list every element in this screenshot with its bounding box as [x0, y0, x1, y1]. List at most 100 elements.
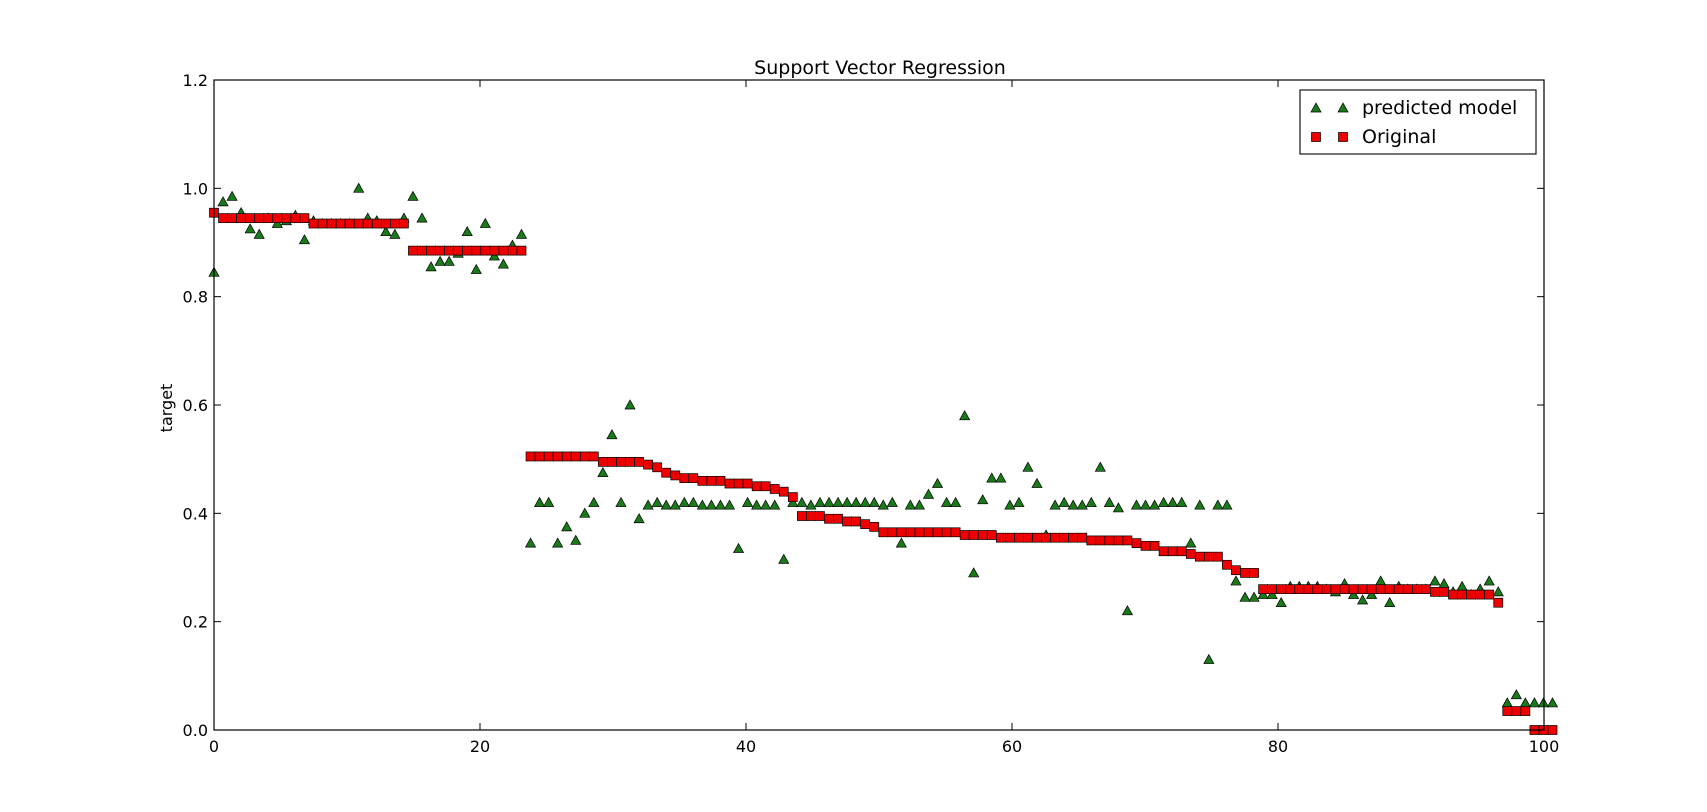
original-point: [905, 527, 916, 538]
original-point: [1402, 584, 1413, 595]
predicted-point: [859, 496, 871, 507]
predicted-point: [443, 255, 455, 266]
predicted-point: [1546, 697, 1559, 708]
original-point: [896, 527, 907, 538]
original-point: [1439, 587, 1449, 597]
predicted-point: [353, 182, 365, 193]
predicted-point: [1094, 461, 1106, 472]
original-point: [344, 218, 355, 229]
original-point: [1357, 584, 1368, 595]
predicted-point: [533, 496, 546, 507]
chart-title: Support Vector Regression: [754, 57, 1006, 79]
predicted-point: [913, 499, 926, 510]
predicted-point: [669, 499, 681, 510]
original-point: [218, 213, 228, 223]
x-tick-label: 20: [470, 737, 490, 756]
predicted-point: [1194, 499, 1206, 510]
predicted-point: [226, 190, 238, 201]
y-tick-label: 1.2: [183, 71, 208, 90]
predicted-point: [624, 399, 636, 410]
predicted-point: [1085, 496, 1097, 507]
predicted-point: [751, 499, 763, 510]
predicted-point: [1067, 499, 1079, 510]
predicted-point: [298, 234, 311, 245]
predicted-point: [968, 567, 980, 578]
y-tick-label: 0.2: [183, 613, 208, 632]
original-point: [968, 530, 979, 540]
predicted-point: [425, 261, 437, 272]
original-point: [1222, 559, 1232, 570]
predicted-point: [778, 553, 790, 564]
original-point: [652, 462, 663, 473]
original-point: [570, 451, 581, 462]
predicted-point: [1185, 537, 1197, 548]
original-point: [308, 218, 319, 229]
original-point: [1032, 532, 1042, 543]
original-point: [634, 457, 644, 467]
predicted-point: [696, 499, 708, 510]
predicted-point: [552, 537, 564, 548]
predicted-point: [389, 228, 401, 239]
original-point: [815, 511, 825, 521]
predicted-point: [1492, 586, 1504, 597]
original-point: [489, 245, 500, 256]
original-point: [724, 478, 735, 489]
original-point: [616, 457, 626, 467]
predicted-point: [1257, 588, 1269, 599]
original-point: [236, 213, 246, 223]
predicted-point: [1356, 594, 1369, 605]
predicted-point: [515, 228, 528, 239]
original-point: [453, 245, 464, 256]
original-point: [371, 218, 382, 229]
original-point: [1484, 589, 1495, 600]
predicted-point: [850, 496, 862, 507]
original-point: [408, 245, 418, 256]
predicted-point: [588, 496, 600, 507]
original-point: [688, 473, 699, 483]
predicted-point: [1139, 499, 1152, 510]
original-point: [1050, 532, 1060, 543]
predicted-point: [244, 223, 256, 234]
legend-marker-original: [1338, 132, 1348, 142]
original-point: [290, 213, 301, 223]
original-point: [769, 484, 780, 494]
original-point: [579, 451, 590, 462]
predicted-point: [579, 507, 591, 518]
predicted-point: [543, 496, 555, 507]
original-point: [1185, 549, 1196, 559]
original-point: [851, 516, 861, 527]
legend-marker-predicted: [1337, 102, 1349, 113]
original-point: [317, 218, 328, 229]
predicted-point: [1158, 496, 1170, 507]
original-point: [1122, 535, 1133, 546]
legend-box: [1299, 89, 1537, 155]
original-point: [760, 481, 771, 492]
original-point: [335, 218, 346, 229]
original-point: [1176, 546, 1187, 557]
original-point: [1203, 551, 1214, 562]
original-point: [977, 530, 988, 540]
original-point: [1375, 584, 1386, 595]
original-point: [1113, 535, 1124, 546]
legend-markers: [1310, 102, 1349, 142]
original-point: [444, 245, 454, 256]
original-point: [1131, 538, 1142, 548]
predicted-point: [904, 499, 916, 510]
original-point: [525, 451, 536, 462]
original-point: [1240, 568, 1250, 578]
original-point: [1104, 535, 1115, 546]
original-point: [1448, 589, 1458, 600]
original-point: [1059, 532, 1069, 543]
original-point: [1384, 584, 1395, 595]
predicted-point: [714, 499, 727, 510]
predicted-point: [271, 217, 283, 228]
original-point: [1330, 584, 1341, 595]
original-point: [1149, 540, 1160, 551]
original-point: [797, 511, 807, 521]
original-point: [227, 213, 237, 223]
original-point: [1023, 532, 1033, 543]
original-point: [435, 245, 445, 256]
original-point: [742, 478, 753, 489]
predicted-point: [488, 250, 500, 261]
